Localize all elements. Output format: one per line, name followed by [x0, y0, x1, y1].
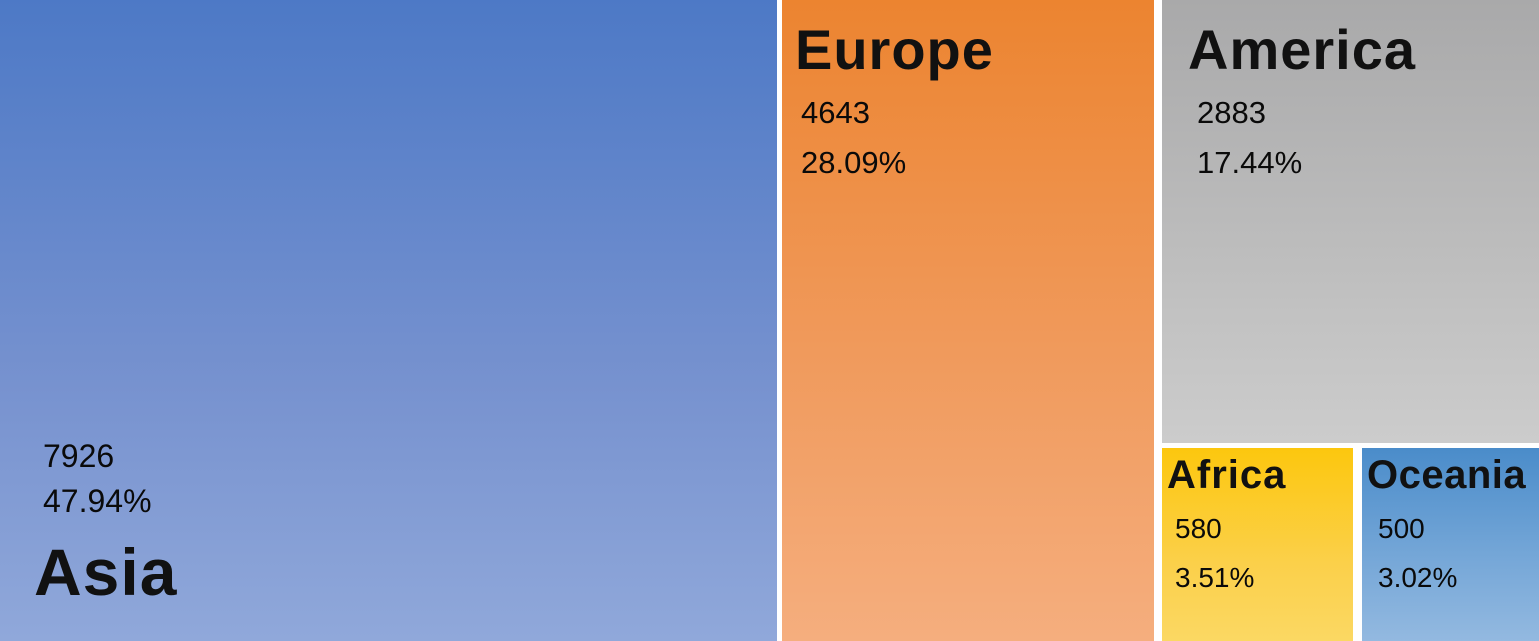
cell-percent: 3.51%	[1175, 562, 1255, 593]
cell-value: 7926	[43, 437, 115, 474]
cell-percent: 3.02%	[1378, 562, 1458, 593]
cell-name: Oceania	[1367, 453, 1527, 497]
cell-value: 500	[1378, 513, 1425, 544]
treemap-cell-asia[interactable]: 7926 47.94% Asia	[0, 0, 777, 641]
cell-percent: 28.09%	[801, 144, 907, 180]
cell-value: 4643	[801, 94, 870, 130]
cell-percent: 17.44%	[1197, 144, 1303, 180]
cell-name: Africa	[1167, 453, 1287, 497]
cell-value: 2883	[1197, 94, 1266, 130]
cell-name: America	[1188, 18, 1417, 81]
treemap-cell-europe[interactable]: Europe 4643 28.09%	[782, 0, 1154, 641]
treemap-cell-america[interactable]: America 2883 17.44%	[1162, 0, 1539, 443]
cell-name: Asia	[34, 534, 178, 609]
treemap-cell-oceania[interactable]: Oceania 500 3.02%	[1362, 448, 1539, 641]
treemap-cell-africa[interactable]: Africa 580 3.51%	[1162, 448, 1353, 641]
cell-value: 580	[1175, 513, 1222, 544]
cell-name: Europe	[795, 18, 994, 81]
cell-percent: 47.94%	[43, 482, 152, 519]
